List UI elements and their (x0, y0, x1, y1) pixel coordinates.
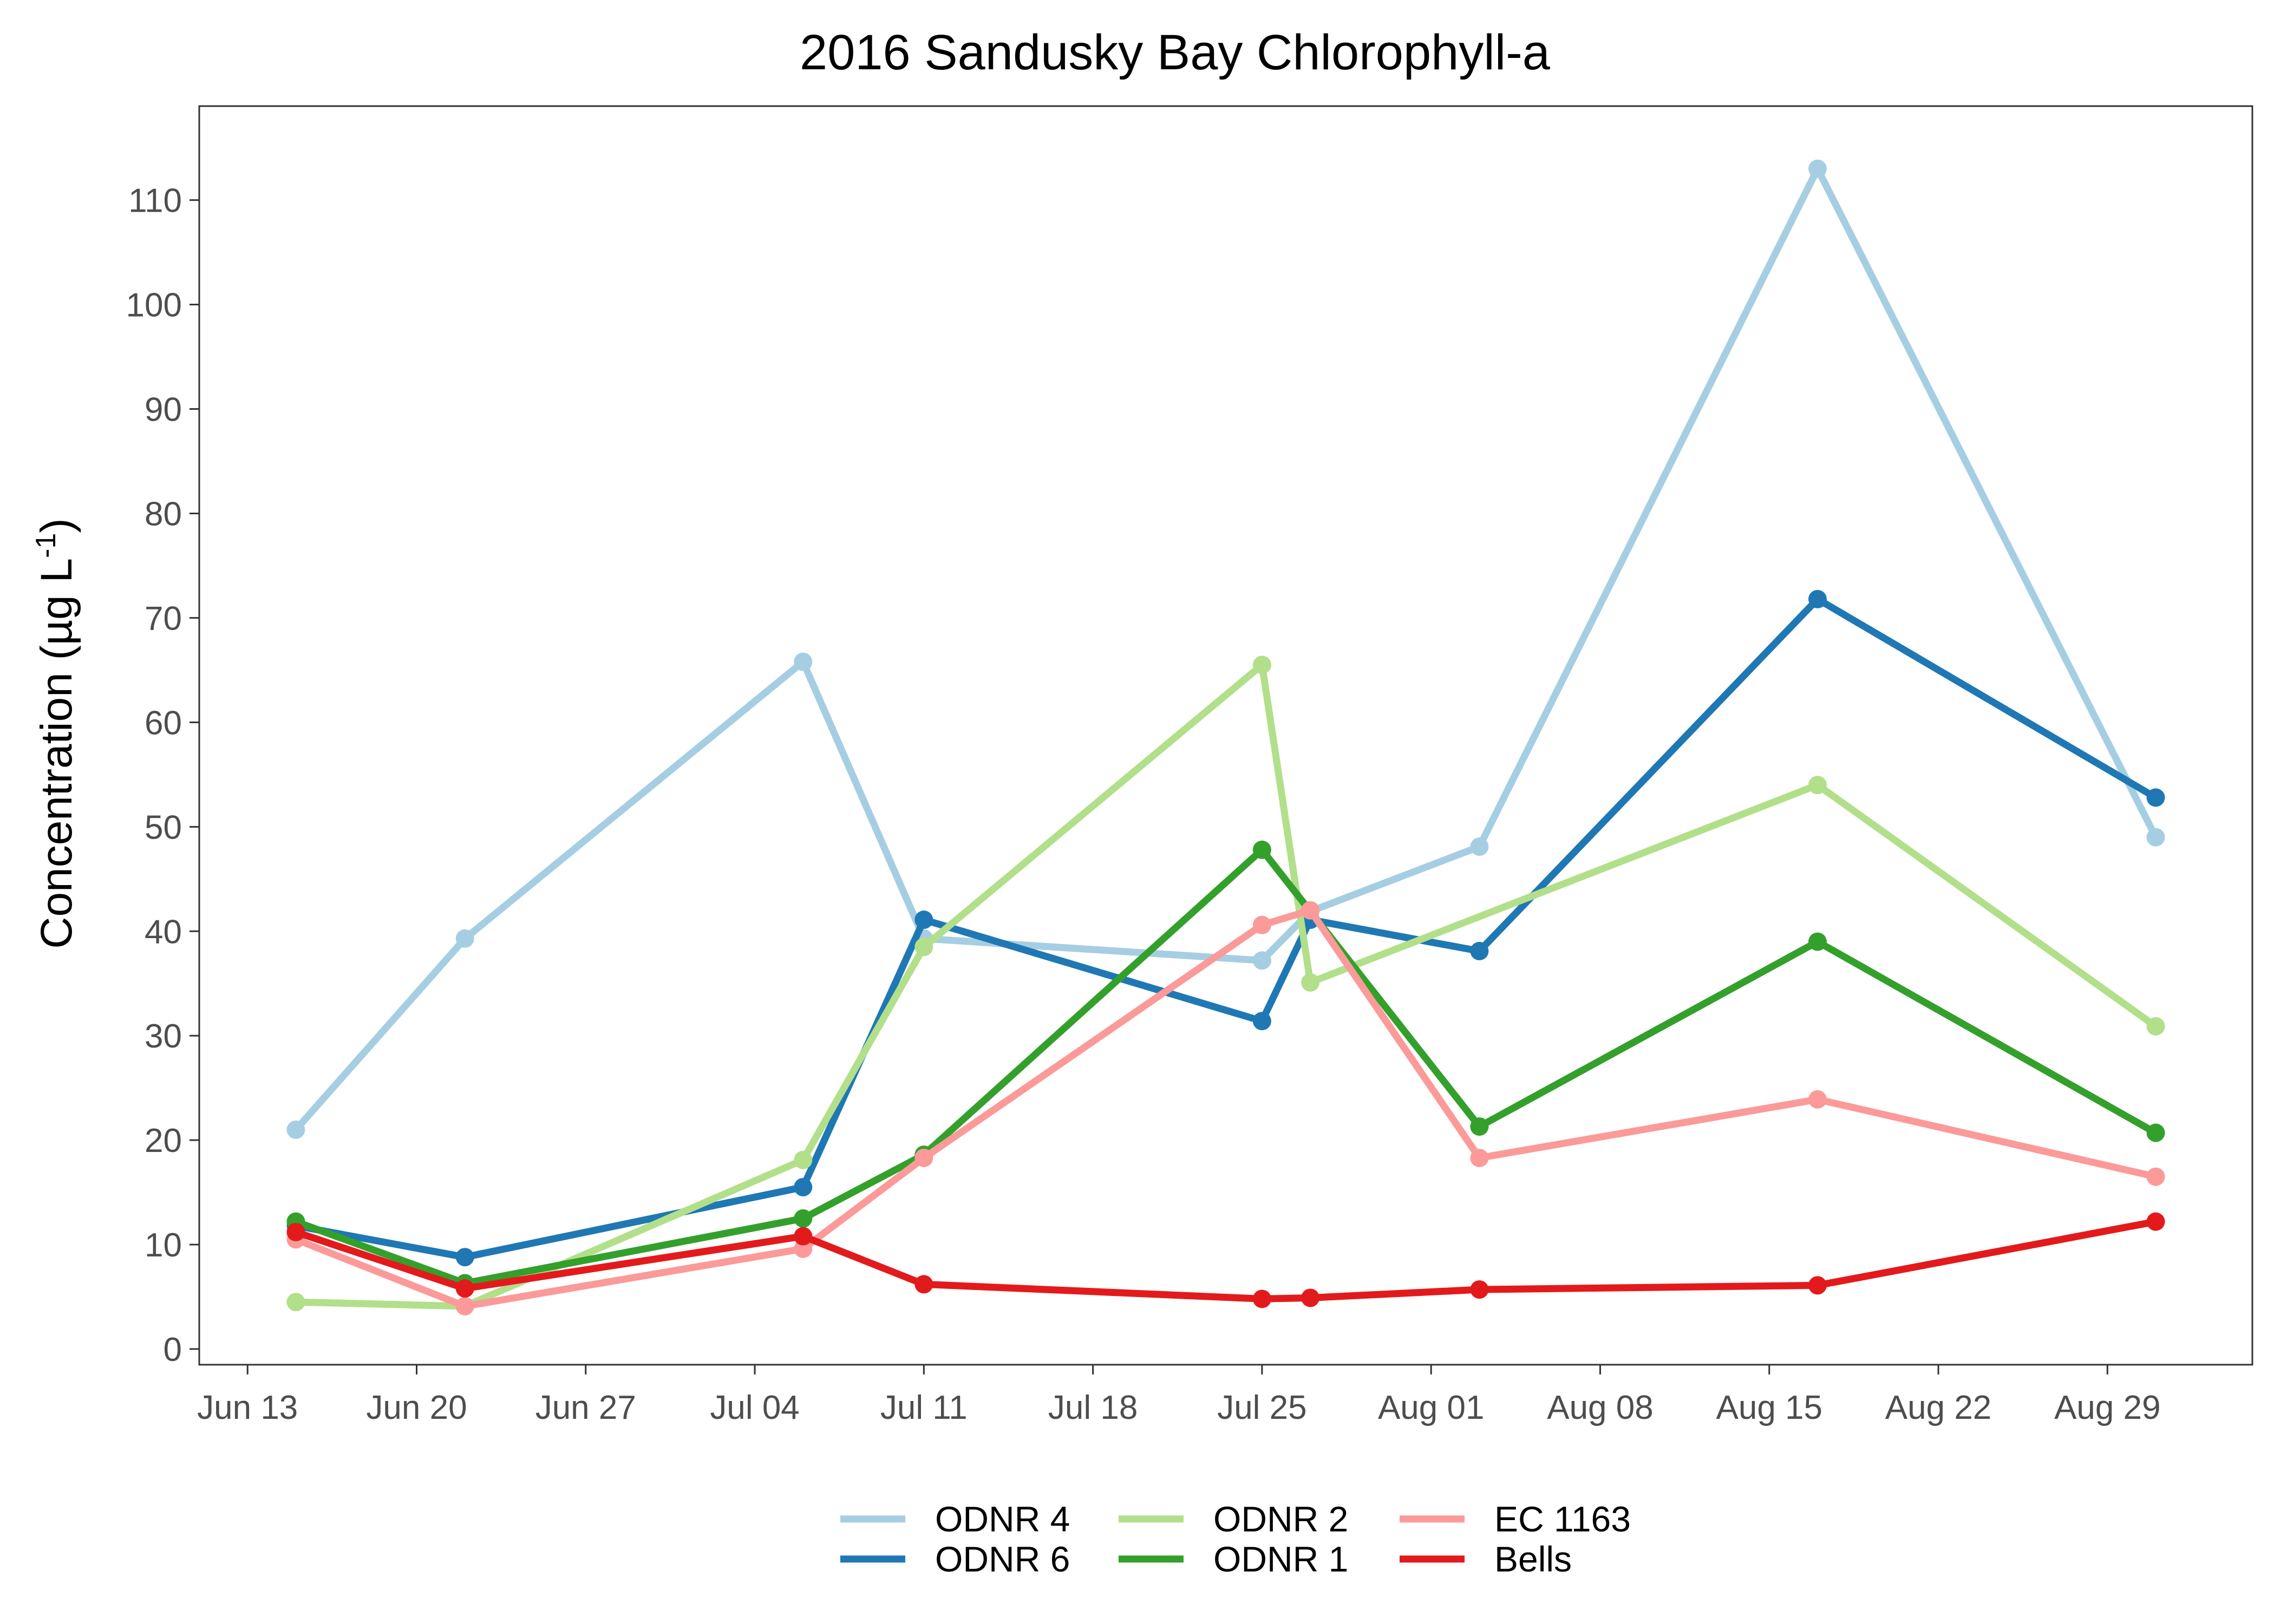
y-axis-title: Concentration (µg L-1) (30, 518, 81, 948)
series-odnr-1 (286, 840, 2165, 1293)
x-tick-label: Jul 18 (1048, 1389, 1138, 1426)
x-tick-label: Jun 20 (366, 1389, 467, 1426)
data-point (2146, 1167, 2165, 1186)
legend-label: ODNR 1 (1213, 1539, 1348, 1579)
data-point (2146, 828, 2165, 847)
data-point (1470, 1280, 1489, 1299)
x-tick-label: Jul 11 (880, 1389, 968, 1426)
data-point (1301, 901, 1320, 920)
y-tick-label: 50 (145, 809, 182, 846)
legend-item: ODNR 2 (1119, 1499, 1348, 1539)
y-tick-label: 60 (145, 704, 182, 742)
series-line (292, 661, 2160, 1310)
data-point (794, 1227, 813, 1246)
data-point (2146, 1123, 2165, 1142)
series-layer (286, 159, 2165, 1315)
data-point (1301, 1288, 1320, 1307)
y-tick-label: 0 (164, 1331, 182, 1368)
x-tick-label: Aug 22 (1885, 1389, 1992, 1426)
data-point (1808, 159, 1827, 178)
y-tick-label: 10 (145, 1227, 182, 1264)
data-point (1470, 837, 1489, 856)
data-point (2146, 1212, 2165, 1231)
x-tick-label: Jun 13 (197, 1389, 298, 1426)
data-point (455, 1296, 474, 1315)
data-point (455, 1248, 474, 1267)
legend-item: ODNR 6 (840, 1539, 1070, 1579)
legend-label: ODNR 6 (935, 1539, 1070, 1579)
legend-label: ODNR 4 (935, 1499, 1070, 1539)
data-point (914, 911, 933, 929)
data-point (914, 1275, 933, 1294)
data-point (1470, 1117, 1489, 1136)
data-point (455, 1279, 474, 1298)
legend-item: ODNR 4 (840, 1499, 1070, 1539)
legend-label: EC 1163 (1494, 1499, 1631, 1539)
y-tick-label: 20 (145, 1122, 182, 1160)
x-tick-label: Jul 25 (1217, 1389, 1306, 1426)
data-point (1470, 941, 1489, 960)
y-tick-label: 90 (145, 391, 182, 429)
data-point (794, 1150, 813, 1169)
y-tick-label: 100 (126, 287, 182, 324)
data-point (286, 1293, 305, 1312)
plot-panel-border (198, 105, 2253, 1366)
data-point (914, 938, 933, 957)
data-point (794, 1209, 813, 1228)
y-axis-title-close: ) (32, 518, 81, 533)
x-tick-label: Aug 29 (2054, 1389, 2161, 1426)
data-point (455, 929, 474, 948)
data-point (1252, 915, 1271, 934)
data-point (1301, 973, 1320, 992)
y-axis-title-main: Concentration (µg L (32, 558, 81, 949)
y-tick-label: 30 (145, 1018, 182, 1055)
y-tick-label: 40 (145, 913, 182, 951)
data-point (1252, 840, 1271, 859)
x-tick-label: Jul 04 (710, 1389, 799, 1426)
data-point (1808, 1090, 1827, 1109)
y-tick-label: 80 (145, 495, 182, 533)
data-point (1470, 1148, 1489, 1167)
data-point (794, 652, 813, 671)
series-line (292, 165, 2160, 1134)
data-point (286, 1222, 305, 1241)
data-point (1808, 776, 1827, 795)
legend-item: Bells (1400, 1539, 1572, 1579)
y-tick-label: 70 (145, 600, 182, 637)
data-point (794, 1177, 813, 1196)
data-point (1252, 1289, 1271, 1308)
x-tick-label: Aug 15 (1716, 1389, 1823, 1426)
data-point (286, 1120, 305, 1139)
data-point (914, 1148, 933, 1167)
data-point (1808, 1276, 1827, 1295)
y-tick-label: 110 (128, 182, 182, 220)
legend-label: Bells (1494, 1539, 1572, 1579)
x-tick-label: Aug 01 (1378, 1389, 1485, 1426)
data-point (2146, 1017, 2165, 1036)
y-axis: 0 10 20 30 40 50 60 70 80 90 100 110 (126, 182, 199, 1368)
series-ec-1163 (286, 901, 2165, 1315)
y-axis-title-superscript: -1 (30, 533, 62, 558)
x-axis: Jun 13 Jun 20 Jun 27 Jul 04 Jul 11 Jul 18 Jul … (197, 1365, 2161, 1426)
series-bells (286, 1212, 2165, 1308)
data-point (1808, 590, 1827, 608)
data-point (1252, 951, 1271, 970)
legend-label: ODNR 2 (1213, 1499, 1348, 1539)
series-odnr-2 (286, 656, 2165, 1315)
data-point (1808, 932, 1827, 951)
legend-item: ODNR 1 (1119, 1539, 1348, 1579)
series-odnr-4 (286, 159, 2165, 1139)
x-tick-label: Jun 27 (535, 1389, 636, 1426)
chart-title: 2016 Sandusky Bay Chlorophyll-a (800, 25, 1551, 80)
series-line (292, 846, 2160, 1287)
data-point (1252, 656, 1271, 675)
x-tick-label: Aug 08 (1547, 1389, 1654, 1426)
legend-item: EC 1163 (1400, 1499, 1631, 1539)
data-point (1252, 1012, 1271, 1031)
series-line (292, 907, 2160, 1310)
data-point (2146, 788, 2165, 807)
